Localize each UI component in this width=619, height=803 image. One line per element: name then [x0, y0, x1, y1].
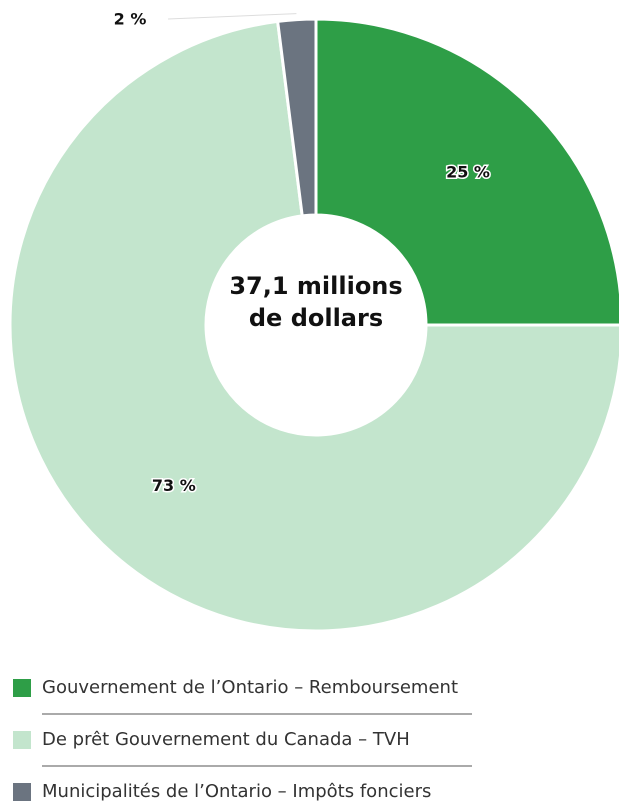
slice — [275, 17, 318, 218]
slice — [314, 17, 619, 327]
legend-swatch — [13, 731, 31, 749]
leader-line — [167, 13, 297, 20]
legend-swatch — [13, 679, 31, 697]
legend-label: De prêt Gouvernement du Canada – TVH — [42, 729, 410, 750]
legend-label: Gouvernement de l’Ontario – Remboursemen… — [42, 677, 458, 698]
slice — [8, 19, 619, 633]
center-label: 37,1 millions de dollars — [229, 272, 403, 332]
legend-label: Municipalités de l’Ontario – Impôts fonc… — [42, 781, 431, 802]
slice-label: 73 % — [152, 476, 196, 495]
slice-label: 25 % — [446, 162, 490, 181]
slice-label: 2 % — [114, 10, 147, 29]
legend-swatch — [13, 783, 31, 801]
